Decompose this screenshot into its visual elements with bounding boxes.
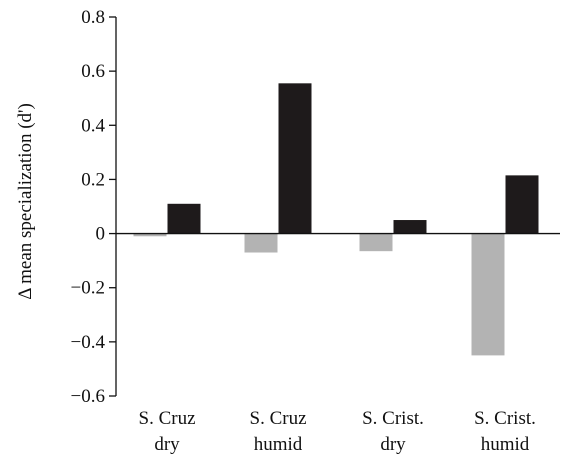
bar-series-2-cat-4	[505, 175, 539, 234]
y-axis-ticks: −0.6 −0.4 −0.2 0 0.2 0.4 0.6 0.8	[71, 7, 116, 407]
y-tick-label: 0.2	[81, 169, 105, 190]
bar-series-1-cat-3	[359, 233, 393, 252]
bar-series-1-cat-2	[244, 233, 278, 253]
x-axis-category-labels: S. Cruz dry S. Cruz humid S. Crist. dry S. Cri…	[139, 408, 536, 455]
bar-series-2-cat-1	[167, 203, 201, 234]
y-tick-label: −0.4	[71, 332, 106, 353]
x-category-label: S. Cruz dry	[139, 408, 196, 455]
y-tick-label: 0.6	[81, 61, 105, 82]
y-axis-title: Δ mean specialization (d')	[15, 103, 36, 300]
bar-series-2-cat-2	[278, 83, 312, 234]
bar-series-1-cat-1	[133, 233, 167, 237]
y-tick-label: 0	[96, 224, 106, 245]
y-tick-label: 0.4	[81, 115, 105, 136]
y-tick-label: 0.8	[81, 7, 105, 28]
x-category-label: S. Crist. humid	[474, 408, 536, 455]
y-tick-label: −0.2	[71, 278, 105, 299]
bar-series-2-cat-3	[393, 220, 427, 234]
y-tick-label: −0.6	[71, 386, 105, 407]
bar-series-1-cat-4	[471, 233, 505, 356]
x-category-label: S. Cruz humid	[250, 408, 307, 455]
x-category-label: S. Crist. dry	[362, 408, 424, 455]
bars	[133, 83, 539, 356]
